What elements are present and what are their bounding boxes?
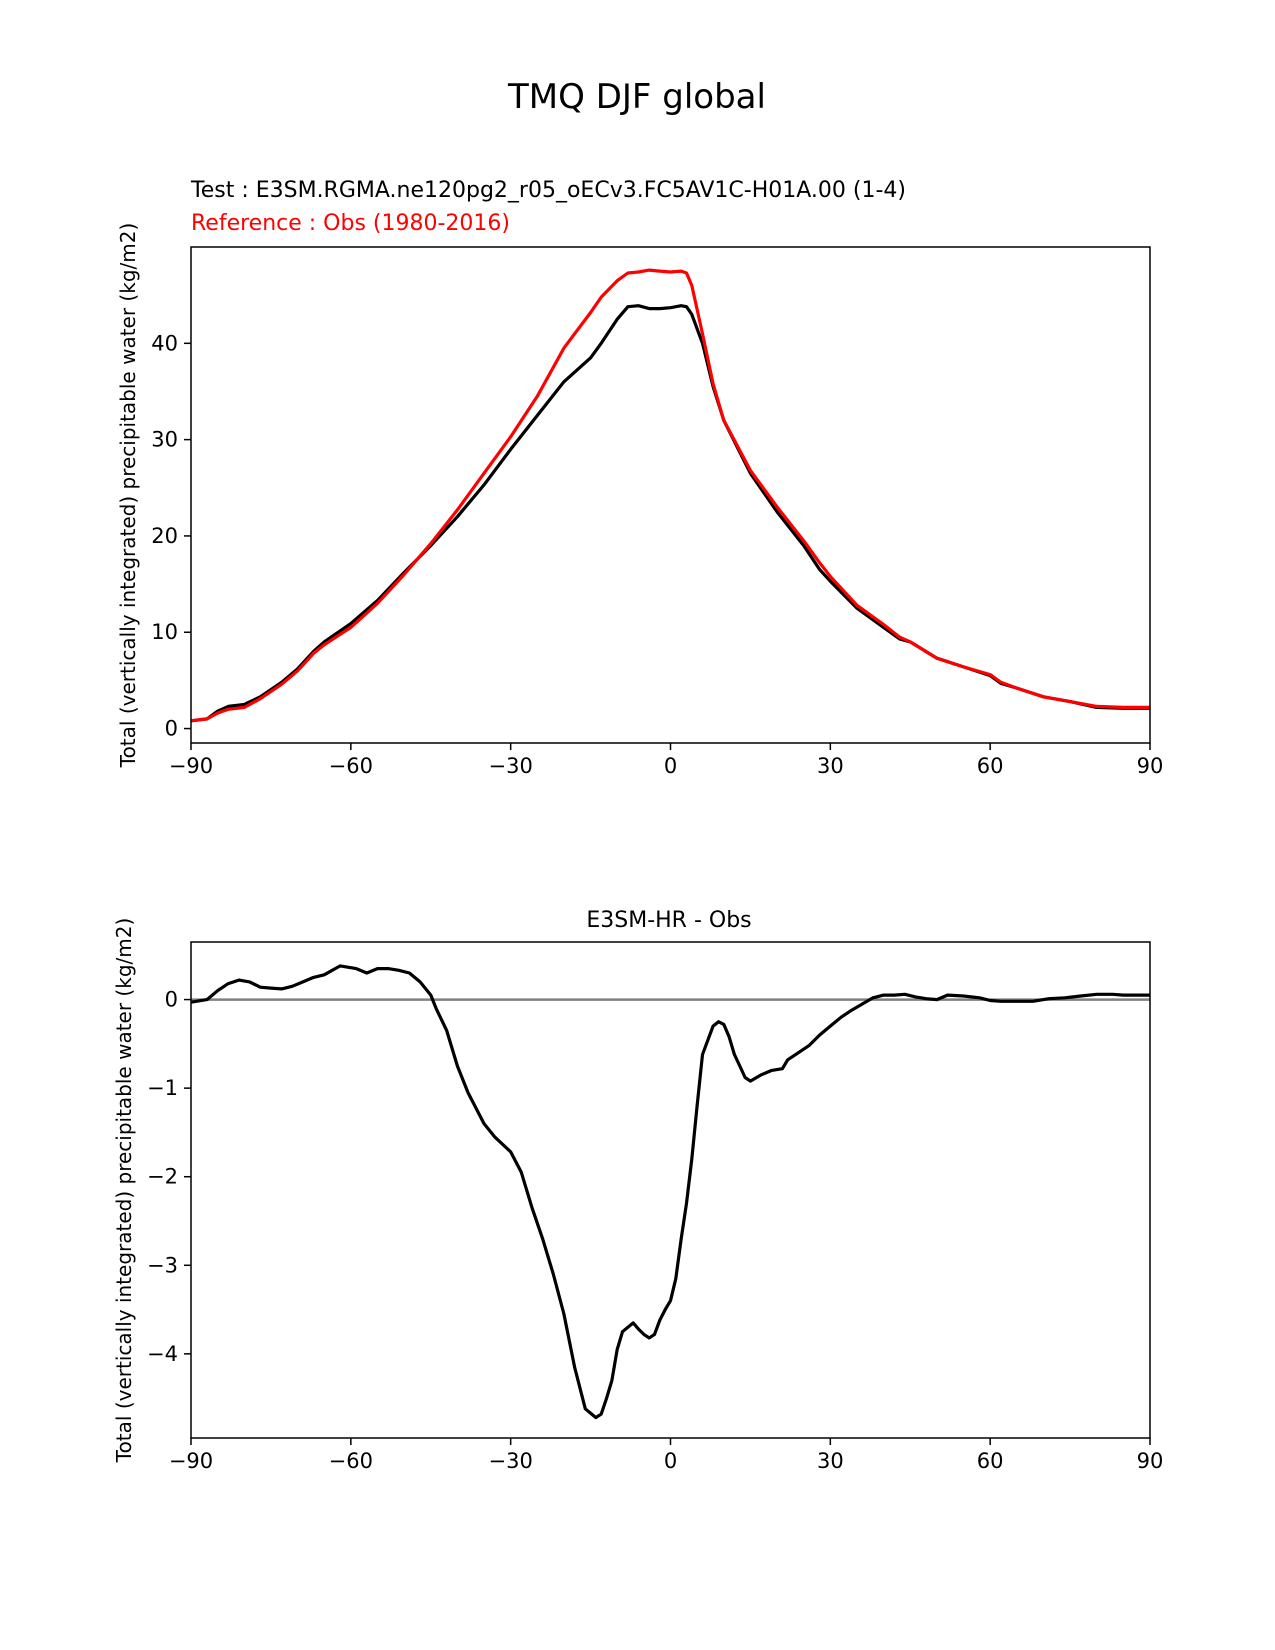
x-tick-label: −90 <box>169 754 213 778</box>
x-tick-label: −90 <box>169 1449 213 1473</box>
y-tick-label: −1 <box>147 1076 178 1100</box>
bottom-y-axis-label: Total (vertically integrated) precipitab… <box>112 918 136 1464</box>
reference-subtitle: Reference : Obs (1980-2016) <box>191 211 510 236</box>
x-tick-label: 60 <box>977 754 1004 778</box>
x-tick-label: 90 <box>1137 1449 1164 1473</box>
x-tick-label: −60 <box>329 1449 373 1473</box>
y-tick-label: −4 <box>147 1342 178 1366</box>
x-tick-label: 90 <box>1137 754 1164 778</box>
x-tick-label: −30 <box>489 1449 533 1473</box>
bottom-difference-chart: E3SM-HR - Obs Total (vertically integrat… <box>112 908 1163 1473</box>
x-tick-label: −30 <box>489 754 533 778</box>
series-line-e3sm-hr-obs <box>191 964 1150 1420</box>
top-line-chart: Test : E3SM.RGMA.ne120pg2_r05_oECv3.FC5A… <box>116 178 1163 778</box>
y-tick-label: −3 <box>147 1253 178 1277</box>
x-tick-label: 0 <box>664 1449 677 1473</box>
difference-title: E3SM-HR - Obs <box>586 908 751 933</box>
y-tick-label: 10 <box>151 620 178 644</box>
series-line-reference <box>191 268 1150 723</box>
y-tick-label: 0 <box>165 717 178 741</box>
top-y-axis-label: Total (vertically integrated) precipitab… <box>116 223 140 769</box>
y-tick-label: 0 <box>165 988 178 1012</box>
y-tick-label: 40 <box>151 331 178 355</box>
x-tick-label: 30 <box>817 754 844 778</box>
x-tick-label: −60 <box>329 754 373 778</box>
y-tick-label: 20 <box>151 524 178 548</box>
y-tick-label: −2 <box>147 1165 178 1189</box>
x-tick-label: 0 <box>664 754 677 778</box>
y-tick-label: 30 <box>151 428 178 452</box>
x-tick-label: 60 <box>977 1449 1004 1473</box>
test-subtitle: Test : E3SM.RGMA.ne120pg2_r05_oECv3.FC5A… <box>190 178 906 203</box>
figure-title: TMQ DJF global <box>507 77 766 117</box>
x-tick-label: 30 <box>817 1449 844 1473</box>
